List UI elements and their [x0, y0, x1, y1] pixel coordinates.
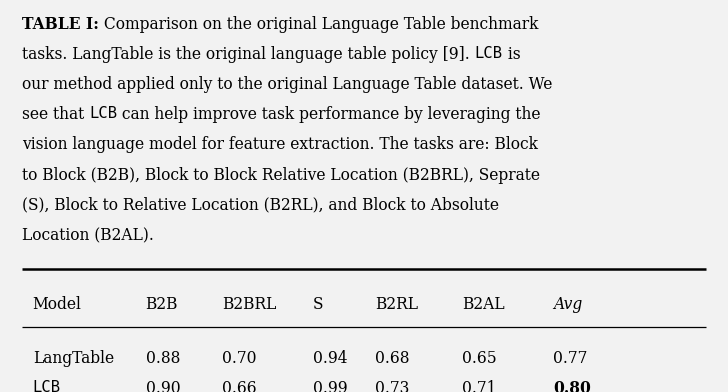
Text: Location (B2AL).: Location (B2AL). [22, 227, 154, 244]
Text: LCB: LCB [89, 106, 117, 121]
Text: B2AL: B2AL [462, 296, 505, 312]
Text: 0.77: 0.77 [553, 350, 587, 367]
Text: S: S [313, 296, 323, 312]
Text: 0.73: 0.73 [375, 380, 409, 392]
Text: 0.70: 0.70 [222, 350, 256, 367]
Text: 0.80: 0.80 [553, 380, 591, 392]
Text: B2B: B2B [146, 296, 178, 312]
Text: B2RL: B2RL [375, 296, 418, 312]
Text: 0.99: 0.99 [313, 380, 348, 392]
Text: LangTable: LangTable [33, 350, 114, 367]
Text: Comparison on the original Language Table benchmark: Comparison on the original Language Tabl… [99, 16, 538, 33]
Text: our method applied only to the original Language Table dataset. We: our method applied only to the original … [22, 76, 553, 93]
Text: Avg: Avg [553, 296, 582, 312]
Text: LCB: LCB [33, 380, 61, 392]
Text: 0.66: 0.66 [222, 380, 257, 392]
Text: tasks. LangTable is the original language table policy [9].: tasks. LangTable is the original languag… [22, 46, 475, 63]
Text: 0.65: 0.65 [462, 350, 497, 367]
Text: see that: see that [22, 106, 89, 123]
Text: B2BRL: B2BRL [222, 296, 277, 312]
Text: 0.90: 0.90 [146, 380, 181, 392]
Text: Model: Model [33, 296, 82, 312]
Text: TABLE I:: TABLE I: [22, 16, 99, 33]
Text: 0.68: 0.68 [375, 350, 409, 367]
Text: (S), Block to Relative Location (B2RL), and Block to Absolute: (S), Block to Relative Location (B2RL), … [22, 197, 499, 214]
Text: is: is [502, 46, 521, 63]
Text: to Block (B2B), Block to Block Relative Location (B2BRL), Seprate: to Block (B2B), Block to Block Relative … [22, 167, 540, 183]
Text: can help improve task performance by leveraging the: can help improve task performance by lev… [117, 106, 541, 123]
Text: 0.71: 0.71 [462, 380, 496, 392]
Text: vision language model for feature extraction. The tasks are: Block: vision language model for feature extrac… [22, 136, 538, 153]
Text: LCB: LCB [475, 46, 502, 61]
Text: 0.94: 0.94 [313, 350, 347, 367]
Text: 0.88: 0.88 [146, 350, 180, 367]
